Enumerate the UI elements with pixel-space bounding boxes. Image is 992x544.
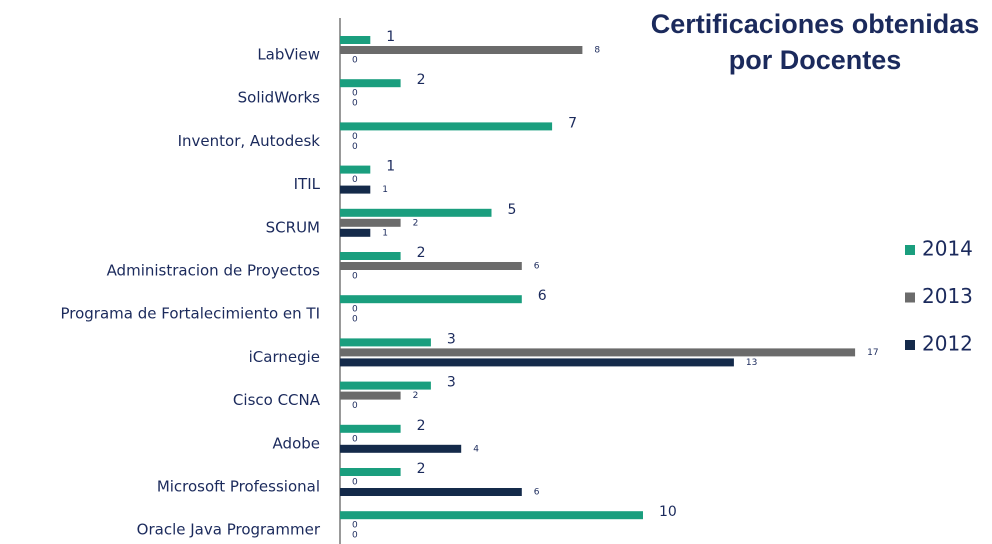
- bar: [340, 358, 734, 367]
- bar: [340, 46, 583, 54]
- bar: [340, 444, 462, 453]
- category-label: Cisco CCNA: [233, 391, 321, 409]
- category-label: SolidWorks: [238, 89, 321, 107]
- legend-swatch: [905, 340, 915, 350]
- data-label: 10: [659, 504, 677, 520]
- data-label: 13: [746, 358, 757, 368]
- data-label: 0: [352, 531, 358, 541]
- data-label: 0: [352, 142, 358, 152]
- category-label: Microsoft Professional: [157, 478, 320, 496]
- category-label: iCarnegie: [249, 348, 320, 366]
- data-label: 4: [473, 444, 479, 454]
- data-label: 1: [382, 185, 388, 195]
- category-label: Inventor, Autodesk: [178, 132, 321, 150]
- data-label: 3: [447, 331, 456, 347]
- data-label: 2: [413, 218, 419, 228]
- category-label: Administracion de Proyectos: [107, 262, 321, 280]
- bar: [340, 228, 371, 237]
- bar: [340, 488, 522, 496]
- data-label: 1: [386, 159, 395, 175]
- bar: [340, 338, 431, 347]
- data-label: 17: [867, 348, 878, 358]
- data-label: 2: [417, 461, 426, 477]
- data-label: 0: [352, 272, 358, 282]
- legend-label: 2014: [922, 237, 973, 261]
- bar: [340, 424, 401, 433]
- bar: [340, 348, 856, 357]
- data-label: 8: [594, 46, 600, 56]
- bar: [340, 252, 401, 260]
- bar: [340, 36, 371, 44]
- category-label: LabView: [257, 46, 320, 64]
- bar: [340, 218, 401, 227]
- chart-title: Certificaciones obtenidas por Docentes: [650, 9, 980, 75]
- category-label: Adobe: [273, 434, 320, 452]
- data-label: 1: [386, 29, 395, 45]
- data-label: 0: [352, 521, 358, 531]
- bar: [340, 468, 401, 476]
- data-label: 7: [568, 115, 577, 131]
- category-label: Programa de Fortalecimiento en TI: [60, 305, 320, 323]
- data-label: 0: [352, 401, 358, 411]
- bar: [340, 185, 371, 194]
- data-label: 0: [352, 315, 358, 325]
- data-label: 0: [352, 99, 358, 109]
- bar: [340, 262, 522, 270]
- data-label: 0: [352, 478, 358, 488]
- data-label: 2: [413, 391, 419, 401]
- bar: [340, 79, 401, 88]
- data-label: 0: [352, 305, 358, 315]
- bar: [340, 511, 643, 520]
- data-label: 2: [417, 245, 426, 261]
- bar: [340, 122, 553, 131]
- data-label: 1: [382, 228, 388, 238]
- data-label: 6: [534, 262, 540, 272]
- data-label: 2: [417, 418, 426, 434]
- category-label: Oracle Java Programmer: [137, 521, 321, 539]
- data-label: 5: [508, 202, 517, 218]
- legend-swatch: [905, 245, 915, 255]
- category-label: ITIL: [294, 175, 321, 193]
- data-label: 0: [352, 175, 358, 185]
- data-label: 6: [538, 288, 547, 304]
- bar: [340, 295, 522, 304]
- data-label: 2: [417, 72, 426, 88]
- category-label: SCRUM: [266, 218, 320, 236]
- bar: [340, 391, 401, 400]
- legend-label: 2013: [922, 284, 973, 308]
- data-label: 3: [447, 375, 456, 391]
- data-label: 0: [352, 434, 358, 444]
- legend-label: 2012: [922, 332, 973, 356]
- data-label: 6: [534, 488, 540, 498]
- bar: [340, 381, 431, 390]
- data-label: 0: [352, 56, 358, 66]
- bar: [340, 165, 371, 174]
- data-label: 0: [352, 89, 358, 99]
- data-label: 0: [352, 132, 358, 142]
- bar: [340, 208, 492, 217]
- legend-swatch: [905, 292, 915, 303]
